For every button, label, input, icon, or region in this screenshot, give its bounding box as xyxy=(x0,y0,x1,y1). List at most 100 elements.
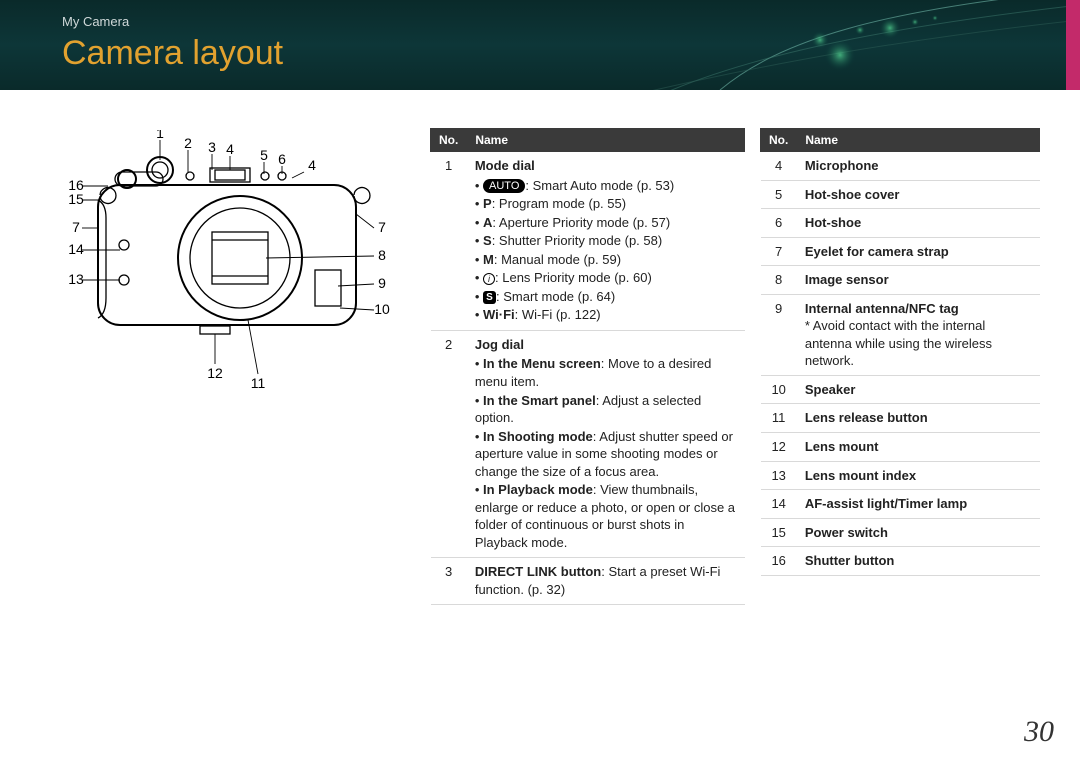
a-icon: A xyxy=(483,215,492,230)
col-no: No. xyxy=(431,129,467,152)
row-content: Jog dial In the Menu screen: Move to a d… xyxy=(467,330,745,558)
part-name: DIRECT LINK button xyxy=(475,564,601,579)
m-icon: M xyxy=(483,252,494,267)
part-name: Lens release button xyxy=(805,410,928,425)
mode-desc: : Shutter Priority mode (p. 58) xyxy=(492,233,663,248)
svg-text:5: 5 xyxy=(260,147,268,163)
mode-desc: : Smart Auto mode (p. 53) xyxy=(525,178,674,193)
table-row: 16 Shutter button xyxy=(761,547,1040,576)
part-name: Lens mount index xyxy=(805,468,916,483)
row-no: 4 xyxy=(761,152,797,181)
col-name: Name xyxy=(467,129,745,152)
part-name: Eyelet for camera strap xyxy=(805,244,949,259)
table-row: 11 Lens release button xyxy=(761,404,1040,433)
mode-desc: : Program mode (p. 55) xyxy=(492,196,626,211)
mode-desc: : Wi-Fi (p. 122) xyxy=(515,307,601,322)
part-name: Shutter button xyxy=(805,553,895,568)
part-name: Image sensor xyxy=(805,272,889,287)
table-row: 3 DIRECT LINK button: Start a preset Wi-… xyxy=(431,558,745,604)
svg-text:15: 15 xyxy=(68,191,84,207)
table-row: 2 Jog dial In the Menu screen: Move to a… xyxy=(431,330,745,558)
svg-text:1: 1 xyxy=(156,130,164,141)
row-content: Speaker xyxy=(797,375,1040,404)
mode-context: In the Menu screen xyxy=(483,356,601,371)
table-row: 7 Eyelet for camera strap xyxy=(761,237,1040,266)
row-content: Shutter button xyxy=(797,547,1040,576)
parts-table-1: No. Name 1 Mode dial AUTO: Smart Auto mo… xyxy=(430,128,745,605)
row-no: 16 xyxy=(761,547,797,576)
breadcrumb: My Camera xyxy=(62,14,129,29)
part-name: AF-assist light/Timer lamp xyxy=(805,496,967,511)
table-row: 13 Lens mount index xyxy=(761,461,1040,490)
row-content: Microphone xyxy=(797,152,1040,181)
row-no: 1 xyxy=(431,152,467,331)
auto-badge: AUTO xyxy=(483,179,525,193)
part-name: Hot-shoe cover xyxy=(805,187,900,202)
p-icon: P xyxy=(483,196,492,211)
smart-mode-icon: S xyxy=(483,291,496,304)
mode-context: In Playback mode xyxy=(483,482,593,497)
row-content: Internal antenna/NFC tag* Avoid contact … xyxy=(797,294,1040,375)
row-content: Lens mount xyxy=(797,433,1040,462)
row-content: Hot-shoe xyxy=(797,209,1040,238)
part-name: Jog dial xyxy=(475,337,524,352)
svg-text:12: 12 xyxy=(207,365,223,381)
part-name: Internal antenna/NFC tag xyxy=(805,301,959,316)
row-no: 3 xyxy=(431,558,467,604)
table-row: 12Lens mount xyxy=(761,433,1040,462)
part-note: * Avoid contact with the internal antenn… xyxy=(805,317,1032,370)
svg-text:11: 11 xyxy=(251,375,266,390)
row-content: Lens release button xyxy=(797,404,1040,433)
row-no: 10 xyxy=(761,375,797,404)
svg-text:14: 14 xyxy=(68,241,84,257)
banner-swirls xyxy=(520,0,1080,90)
row-content: Hot-shoe cover xyxy=(797,180,1040,209)
part-name: Speaker xyxy=(805,382,856,397)
mode-context: In Shooting mode xyxy=(483,429,593,444)
table-row: 4 Microphone xyxy=(761,152,1040,181)
svg-text:9: 9 xyxy=(378,275,386,291)
row-no: 7 xyxy=(761,237,797,266)
svg-text:7: 7 xyxy=(378,219,386,235)
row-no: 11 xyxy=(761,404,797,433)
table-row: 8 Image sensor xyxy=(761,266,1040,295)
row-no: 12 xyxy=(761,433,797,462)
row-no: 2 xyxy=(431,330,467,558)
row-content: Lens mount index xyxy=(797,461,1040,490)
row-no: 9 xyxy=(761,294,797,375)
wifi-icon: Wi·Fi xyxy=(483,307,515,322)
col-name: Name xyxy=(797,129,1040,152)
col-no: No. xyxy=(761,129,797,152)
page-title: Camera layout xyxy=(62,34,283,73)
row-no: 8 xyxy=(761,266,797,295)
svg-text:6: 6 xyxy=(278,151,286,167)
mode-desc: : Lens Priority mode (p. 60) xyxy=(495,270,652,285)
mode-desc: : Smart mode (p. 64) xyxy=(496,289,615,304)
row-content: AF-assist light/Timer lamp xyxy=(797,490,1040,519)
row-no: 13 xyxy=(761,461,797,490)
row-content: DIRECT LINK button: Start a preset Wi-Fi… xyxy=(467,558,745,604)
mode-desc: : Manual mode (p. 59) xyxy=(494,252,621,267)
svg-text:2: 2 xyxy=(184,135,192,151)
page-number: 30 xyxy=(1024,715,1054,749)
svg-text:3: 3 xyxy=(208,139,216,155)
row-no: 5 xyxy=(761,180,797,209)
table-row: 15Power switch xyxy=(761,518,1040,547)
part-name: Microphone xyxy=(805,158,879,173)
svg-text:8: 8 xyxy=(378,247,386,263)
svg-text:4: 4 xyxy=(226,141,234,157)
table-row: 9Internal antenna/NFC tag* Avoid contact… xyxy=(761,294,1040,375)
svg-text:7: 7 xyxy=(72,219,80,235)
row-content: Mode dial AUTO: Smart Auto mode (p. 53) … xyxy=(467,152,745,331)
table-row: 14 AF-assist light/Timer lamp xyxy=(761,490,1040,519)
brand-accent-bar xyxy=(1066,0,1080,90)
row-no: 14 xyxy=(761,490,797,519)
table-row: 1 Mode dial AUTO: Smart Auto mode (p. 53… xyxy=(431,152,745,331)
svg-text:4: 4 xyxy=(308,157,316,173)
parts-table-2: No. Name 4 Microphone 5 Hot-shoe cover 6Hot-… xyxy=(760,128,1040,576)
part-name: Hot-shoe xyxy=(805,215,861,230)
row-content: Power switch xyxy=(797,518,1040,547)
svg-text:10: 10 xyxy=(374,301,390,317)
mode-desc: : Aperture Priority mode (p. 57) xyxy=(492,215,670,230)
table-row: 6Hot-shoe xyxy=(761,209,1040,238)
